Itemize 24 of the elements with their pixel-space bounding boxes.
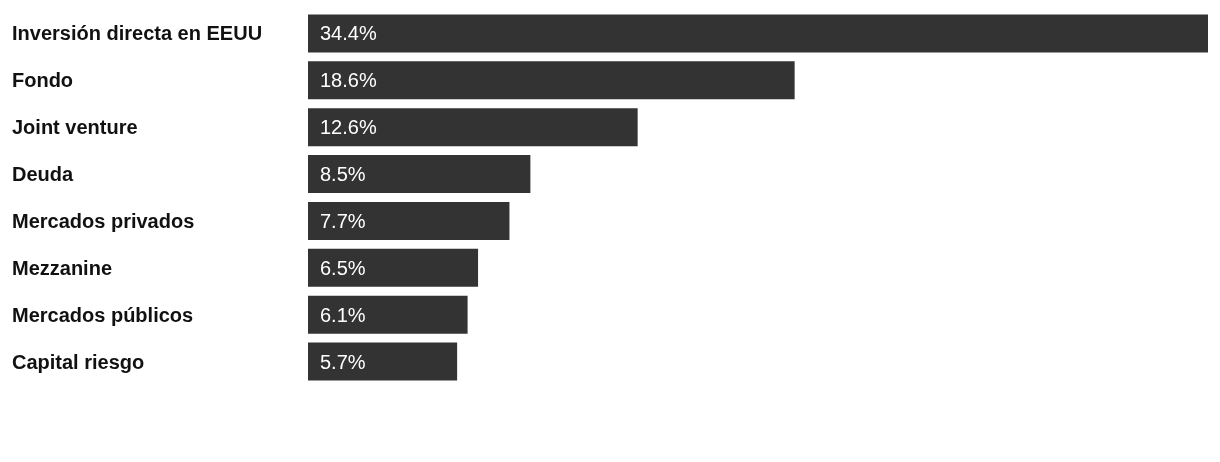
data-label: 7.7% [320, 209, 366, 232]
data-label: 8.5% [320, 163, 366, 186]
y-tick-label: Mercados privados [12, 209, 195, 232]
y-tick-label: Joint venture [12, 116, 138, 139]
bar [308, 61, 795, 100]
bar [308, 14, 1208, 53]
bar [308, 201, 510, 240]
y-tick-label: Fondo [12, 69, 74, 92]
y-tick-label: Mezzanine [12, 256, 113, 279]
data-label: 6.5% [320, 256, 366, 279]
bar [308, 108, 638, 147]
y-tick-label: Deuda [12, 163, 74, 186]
bar [308, 295, 468, 334]
bar [308, 248, 479, 287]
data-label: 18.6% [320, 69, 377, 92]
data-label: 12.6% [320, 116, 377, 139]
bar [308, 342, 458, 381]
y-tick-label: Mercados públicos [12, 303, 194, 326]
y-tick-label: Capital riesgo [12, 350, 145, 373]
data-label: 5.7% [320, 350, 366, 373]
bar [308, 155, 531, 194]
data-label: 6.1% [320, 303, 366, 326]
y-tick-label: Inversión directa en EEUU [12, 22, 263, 45]
data-label: 34.4% [320, 22, 377, 45]
